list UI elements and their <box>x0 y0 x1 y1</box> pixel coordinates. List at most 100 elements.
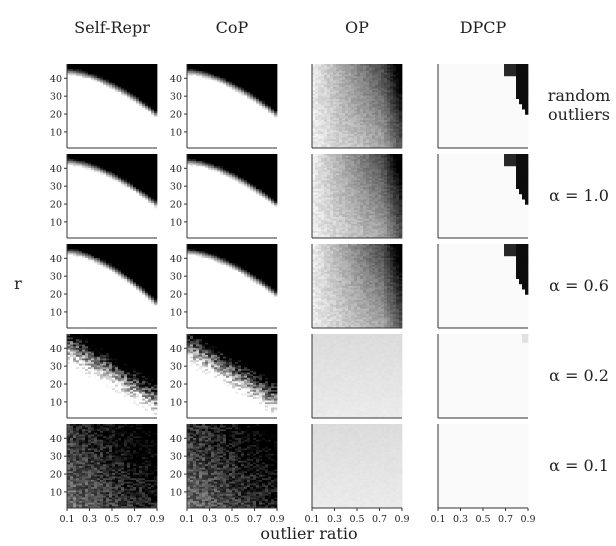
heatmap-cell <box>235 111 239 114</box>
heatmap-cell <box>103 88 107 91</box>
heatmap-cell <box>220 99 224 102</box>
heatmap-cell <box>136 93 140 96</box>
heatmap-cell <box>121 76 125 79</box>
heatmap-cell <box>106 97 110 100</box>
heatmap-cell <box>241 116 245 119</box>
heatmap-cell <box>241 69 245 72</box>
heatmap-cell <box>121 83 125 86</box>
heatmap-cell <box>82 102 86 105</box>
heatmap-cell <box>208 139 212 142</box>
heatmap-cell <box>217 111 221 114</box>
heatmap-cell <box>100 146 104 149</box>
heatmap-cell <box>115 107 119 110</box>
heatmap-cell <box>247 109 251 112</box>
heatmap-cell <box>91 100 95 103</box>
heatmap-cell <box>154 71 158 74</box>
heatmap-cell <box>247 90 251 93</box>
heatmap-cell <box>274 127 278 130</box>
heatmap-cell <box>187 85 191 88</box>
heatmap-cell <box>88 99 92 102</box>
heatmap-cell <box>369 67 373 70</box>
heatmap-cell <box>259 137 263 140</box>
heatmap-cell <box>217 135 221 138</box>
heatmap-cell <box>67 67 71 70</box>
heatmap-cell <box>154 109 158 112</box>
heatmap-cell <box>130 76 134 79</box>
heatmap-cell <box>256 100 260 103</box>
heatmap-cell <box>124 81 128 84</box>
heatmap-cell <box>109 107 113 110</box>
heatmap-cell <box>85 141 89 144</box>
heatmap-cell <box>112 72 116 75</box>
heatmap-cell <box>106 92 110 95</box>
heatmap-cell <box>259 81 263 84</box>
heatmap-cell <box>151 127 155 130</box>
heatmap-cell <box>124 144 128 147</box>
heatmap-cell <box>196 111 200 114</box>
heatmap-cell <box>238 99 242 102</box>
heatmap-cell <box>250 144 254 147</box>
heatmap-cell <box>73 72 77 75</box>
heatmap-cell <box>109 64 113 67</box>
heatmap-cell <box>271 104 275 107</box>
heatmap-cell <box>187 118 191 121</box>
heatmap-cell <box>217 81 221 84</box>
heatmap-cell <box>118 71 122 74</box>
heatmap-cell <box>70 114 74 117</box>
heatmap-cell <box>229 86 233 89</box>
heatmap-cell <box>109 72 113 75</box>
heatmap-cell <box>262 106 266 109</box>
heatmap-cell <box>202 67 206 70</box>
heatmap-cell <box>121 86 125 89</box>
heatmap-cell <box>70 104 74 107</box>
heatmap-cell <box>115 100 119 103</box>
heatmap-cell <box>94 88 98 91</box>
heatmap-cell <box>145 132 149 135</box>
heatmap-cell <box>88 79 92 82</box>
heatmap-cell <box>142 74 146 77</box>
heatmap-cell <box>232 107 236 110</box>
heatmap-cell <box>112 135 116 138</box>
heatmap-cell <box>208 72 212 75</box>
heatmap-cell <box>253 107 257 110</box>
heatmap-cell <box>235 85 239 88</box>
heatmap-cell <box>142 113 146 116</box>
heatmap-cell <box>100 109 104 112</box>
heatmap-cell <box>274 90 278 93</box>
heatmap-cell <box>196 106 200 109</box>
heatmap-cell <box>238 135 242 138</box>
heatmap-cell <box>196 67 200 70</box>
heatmap-cell <box>360 64 364 67</box>
heatmap-cell <box>103 121 107 124</box>
heatmap-cell <box>253 64 257 67</box>
heatmap-cell <box>79 130 83 133</box>
heatmap-cell <box>208 111 212 114</box>
heatmap-cell <box>133 104 137 107</box>
heatmap-cell <box>91 83 95 86</box>
heatmap-cell <box>235 76 239 79</box>
heatmap-cell <box>268 125 272 128</box>
heatmap-cell <box>76 79 80 82</box>
heatmap-cell <box>88 78 92 81</box>
heatmap-cell <box>145 104 149 107</box>
heatmap-cell <box>73 79 77 82</box>
heatmap-cell <box>229 128 233 131</box>
heatmap-cell <box>118 76 122 79</box>
heatmap-cell <box>88 123 92 126</box>
heatmap-cell <box>133 125 137 128</box>
heatmap-cell <box>127 144 131 147</box>
heatmap-cell <box>190 83 194 86</box>
heatmap-cell <box>229 85 233 88</box>
heatmap-cell <box>265 106 269 109</box>
heatmap-cell <box>253 74 257 77</box>
heatmap-cell <box>85 123 89 126</box>
heatmap-cell <box>244 72 248 75</box>
heatmap-cell <box>127 125 131 128</box>
heatmap-cell <box>220 79 224 82</box>
heatmap-cell <box>67 88 71 91</box>
heatmap-cell <box>223 113 227 116</box>
heatmap-cell <box>103 132 107 135</box>
heatmap-cell <box>202 95 206 98</box>
heatmap-cell <box>130 139 134 142</box>
heatmap-cell <box>211 65 215 68</box>
